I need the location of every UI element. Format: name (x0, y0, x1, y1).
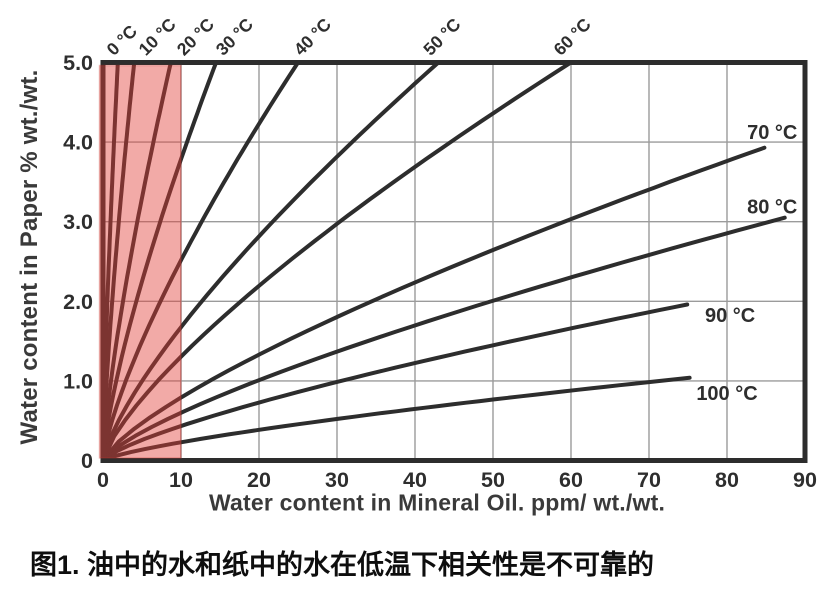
series-label-70c: 70 °C (747, 122, 797, 144)
x-tick-label: 60 (559, 468, 583, 492)
x-tick-label: 30 (325, 468, 349, 492)
curve-20c (101, 60, 173, 463)
curve-100c (101, 375, 692, 463)
curve-80c (101, 215, 787, 463)
y-axis-title: Water content in Paper % wt./wt. (16, 69, 43, 445)
x-tick-label: 70 (637, 468, 661, 492)
curve-90c (101, 302, 690, 463)
series-label-30c: 30 °C (212, 14, 257, 59)
curve-10c (101, 60, 137, 463)
y-tick-label: 5.0 (63, 51, 93, 75)
curve-30c (101, 60, 219, 463)
chart: 0 10 20 30 40 50 60 70 80 90 0 1.0 2.0 3.0 4.0 5.0 0 °C 1… (16, 14, 817, 516)
x-tick-label: 50 (481, 468, 505, 492)
curve-70c (101, 145, 767, 463)
curve-50c (101, 60, 441, 463)
series-label-0c: 0 °C (103, 21, 142, 60)
x-tick-label: 40 (403, 468, 427, 492)
series-label-40c: 40 °C (290, 14, 335, 59)
x-tick-label: 0 (97, 468, 109, 492)
series-label-50c: 50 °C (419, 14, 464, 59)
x-tick-label: 80 (715, 468, 739, 492)
series-label-20c: 20 °C (173, 14, 218, 59)
x-tick-label: 90 (793, 468, 817, 492)
figure-caption: 图1. 油中的水和纸中的水在低温下相关性是不可靠的 (30, 550, 655, 580)
x-tick-label: 20 (247, 468, 271, 492)
y-tick-label: 3.0 (63, 210, 93, 234)
x-tick-label: 10 (169, 468, 193, 492)
curve-40c (101, 60, 300, 463)
y-tick-label: 0 (81, 449, 93, 473)
y-tick-label: 2.0 (63, 290, 93, 314)
x-axis-title: Water content in Mineral Oil. ppm/ wt./w… (208, 489, 666, 516)
series-label-90c: 90 °C (705, 305, 755, 327)
series-label-10c: 10 °C (135, 14, 180, 59)
series-label-60c: 60 °C (550, 14, 595, 59)
plot-frame (100, 60, 808, 463)
low-temp-highlight-region (98, 64, 182, 459)
y-tick-label: 1.0 (63, 369, 93, 393)
curve-60c (101, 60, 573, 463)
series-label-100c: 100 °C (696, 383, 757, 405)
y-tick-label: 4.0 (63, 131, 93, 155)
series-label-80c: 80 °C (747, 197, 797, 219)
